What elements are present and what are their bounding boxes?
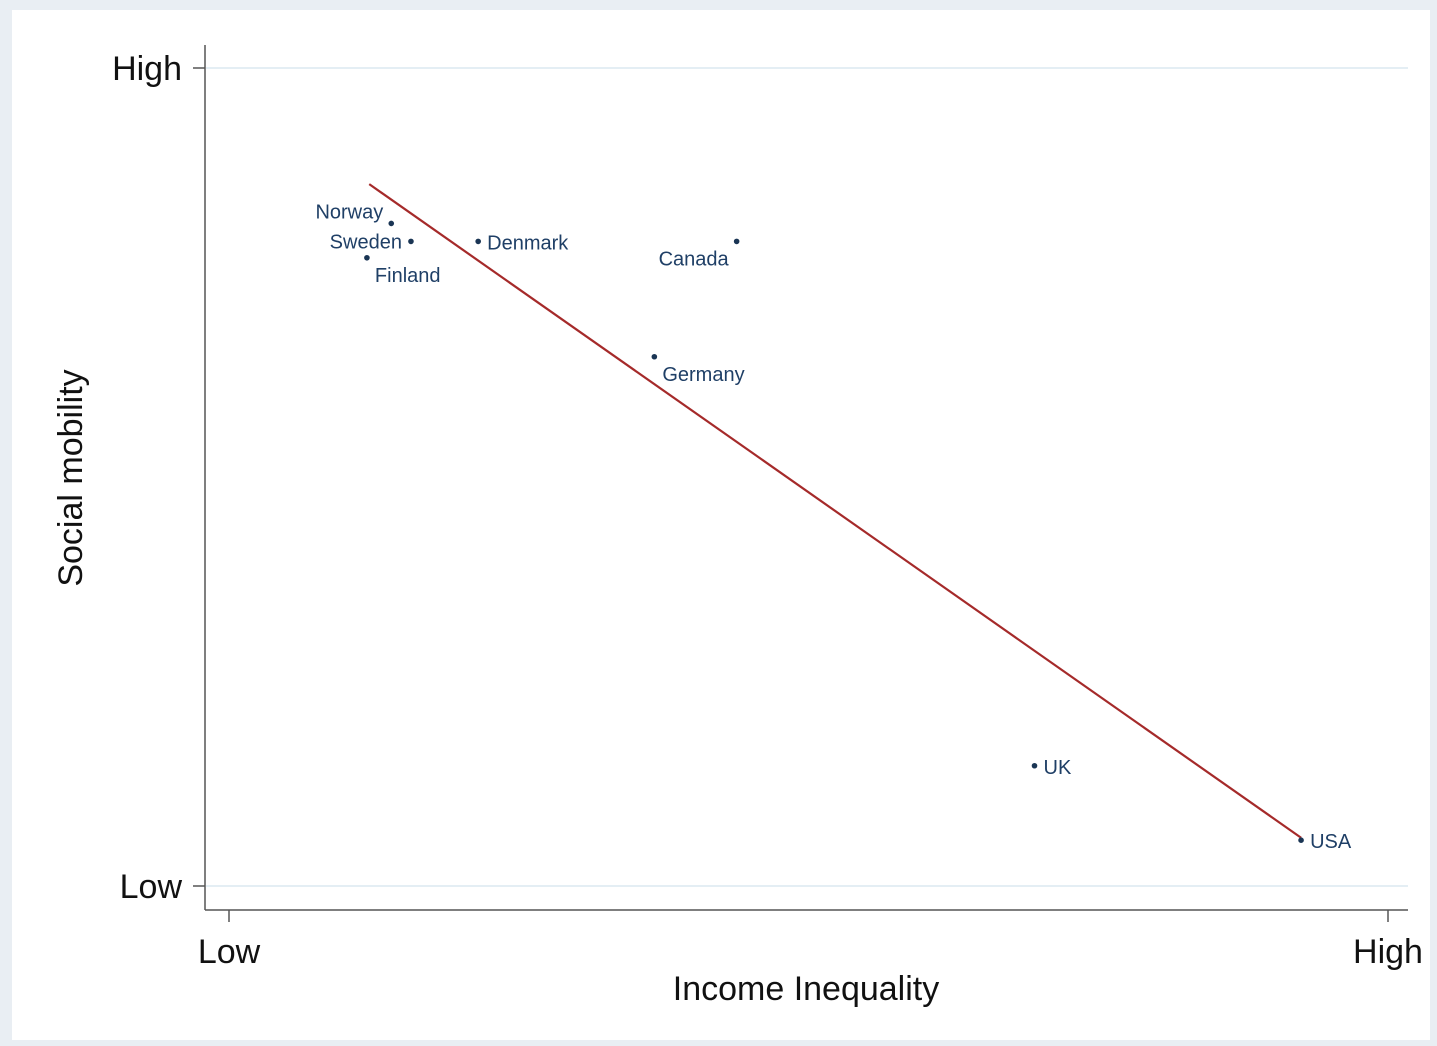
y-tick-label: High <box>112 50 182 88</box>
point-label-canada: Canada <box>659 248 730 270</box>
axes <box>204 45 1408 911</box>
x-tick-label: Low <box>198 933 261 971</box>
ticks: Low High Low High <box>112 50 1423 971</box>
point-label-finland: Finland <box>375 265 441 287</box>
point-label-germany: Germany <box>662 364 744 386</box>
point-label-uk: UK <box>1044 757 1072 779</box>
grid-lines <box>206 67 1408 887</box>
point-usa <box>1298 837 1304 843</box>
plot-panel <box>12 10 1430 1040</box>
x-tick-label: High <box>1353 933 1423 971</box>
point-finland <box>364 254 370 261</box>
x-axis-title: Income Inequality <box>673 970 940 1008</box>
y-axis-title: Social mobility <box>52 369 90 586</box>
points-layer: Norway Sweden Finland Denmark Canada Germany U… <box>315 201 1351 853</box>
point-label-norway: Norway <box>315 201 383 223</box>
fit-line <box>368 183 1302 839</box>
point-label-sweden: Sweden <box>330 231 402 253</box>
point-label-denmark: Denmark <box>487 232 569 254</box>
point-norway <box>388 220 395 227</box>
fit-line-layer <box>368 183 1302 839</box>
point-germany <box>651 353 658 360</box>
point-denmark <box>475 238 481 245</box>
point-canada <box>733 238 740 245</box>
point-label-usa: USA <box>1310 831 1352 853</box>
y-tick-label: Low <box>120 868 183 906</box>
point-sweden <box>408 238 414 245</box>
point-uk <box>1031 762 1038 769</box>
